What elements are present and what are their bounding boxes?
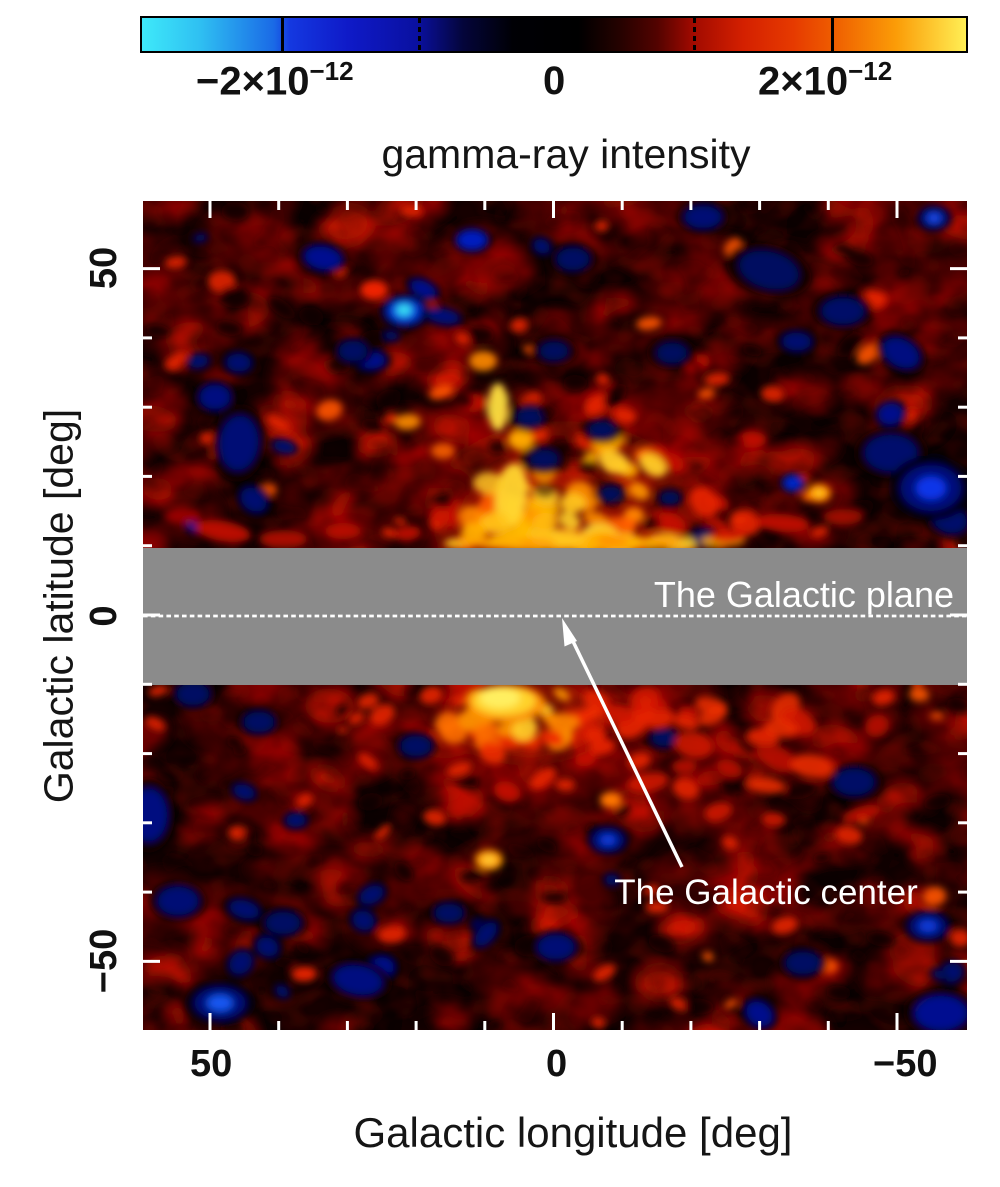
svg-text:The Galactic plane: The Galactic plane (654, 574, 954, 615)
svg-text:The Galactic center: The Galactic center (614, 873, 918, 912)
